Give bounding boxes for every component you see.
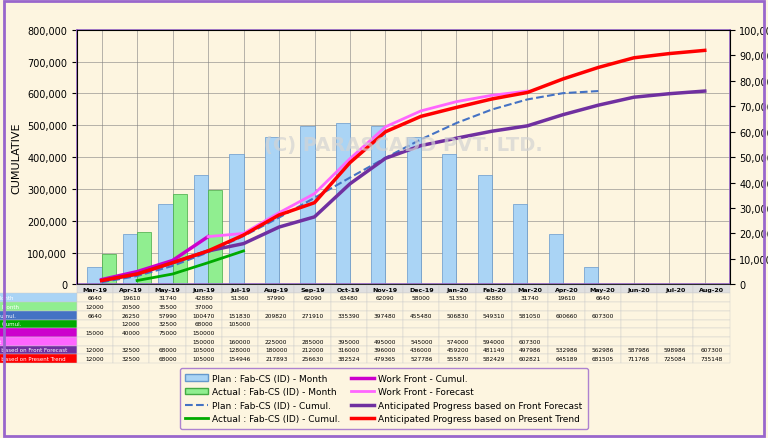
Bar xyxy=(158,204,173,285)
Anticipated Progress based on Front Forecast xyxy=(594,103,603,109)
Anticipated Progress based on Present Trend xyxy=(97,278,106,283)
Plan : Fab-CS (ID) - Cumul.: (8, 3.97e+05): Fab-CS (ID) - Cumul.: (8, 3.97e+05) xyxy=(381,156,390,161)
Bar xyxy=(442,154,456,285)
Anticipated Progress based on Front Forecast xyxy=(487,129,496,134)
Anticipated Progress based on Present Trend xyxy=(594,66,603,71)
Anticipated Progress based on Present Trend xyxy=(381,130,390,135)
Work Front - Cumul. xyxy=(97,277,106,283)
Bar xyxy=(194,176,208,285)
Actual : Fab-CS (ID) - Cumul.: (4, 1.05e+05): Fab-CS (ID) - Cumul.: (4, 1.05e+05) xyxy=(239,249,248,254)
Work Front - Forecast xyxy=(416,109,425,114)
Actual : Fab-CS (ID) - Cumul.: (3, 6.8e+04): Fab-CS (ID) - Cumul.: (3, 6.8e+04) xyxy=(204,261,213,266)
Bar xyxy=(88,268,101,285)
Anticipated Progress based on Present Trend xyxy=(523,91,532,96)
Anticipated Progress based on Present Trend xyxy=(133,272,142,277)
Work Front - Forecast xyxy=(381,125,390,130)
Anticipated Progress based on Front Forecast xyxy=(381,156,390,162)
Bar xyxy=(548,235,563,285)
Anticipated Progress based on Present Trend xyxy=(664,52,674,57)
Plan : Fab-CS (ID) - Cumul.: (7, 3.35e+05): Fab-CS (ID) - Cumul.: (7, 3.35e+05) xyxy=(346,176,355,181)
Plan : Fab-CS (ID) - Cumul.: (11, 5.49e+05): Fab-CS (ID) - Cumul.: (11, 5.49e+05) xyxy=(487,108,496,113)
Bar xyxy=(137,233,151,285)
Legend: Plan : Fab-CS (ID) - Month, Actual : Fab-CS (ID) - Month, Plan : Fab-CS (ID) - C: Plan : Fab-CS (ID) - Month, Actual : Fab… xyxy=(180,368,588,429)
Line: Plan : Fab-CS (ID) - Cumul.: Plan : Fab-CS (ID) - Cumul. xyxy=(101,92,598,283)
Anticipated Progress based on Present Trend xyxy=(346,161,355,166)
Anticipated Progress based on Front Forecast xyxy=(558,113,568,118)
Work Front - Forecast xyxy=(346,157,355,162)
Anticipated Progress based on Present Trend xyxy=(558,77,568,82)
Anticipated Progress based on Front Forecast xyxy=(274,225,283,230)
Y-axis label: CUMULATIVE: CUMULATIVE xyxy=(12,122,22,193)
Line: Anticipated Progress based on Front Forecast: Anticipated Progress based on Front Fore… xyxy=(101,92,705,281)
Plan : Fab-CS (ID) - Cumul.: (5, 2.1e+05): Fab-CS (ID) - Cumul.: (5, 2.1e+05) xyxy=(274,215,283,221)
Bar xyxy=(513,204,528,285)
Line: Work Front - Forecast: Work Front - Forecast xyxy=(208,92,528,237)
Anticipated Progress based on Front Forecast xyxy=(416,144,425,149)
Anticipated Progress based on Front Forecast xyxy=(346,182,355,187)
Work Front - Cumul. xyxy=(133,269,142,275)
Anticipated Progress based on Front Forecast xyxy=(133,272,142,277)
Bar xyxy=(101,254,116,285)
Anticipated Progress based on Front Forecast xyxy=(97,278,106,283)
Work Front - Forecast xyxy=(487,93,496,99)
Line: Actual : Fab-CS (ID) - Cumul.: Actual : Fab-CS (ID) - Cumul. xyxy=(137,251,243,281)
Bar xyxy=(300,127,315,285)
Anticipated Progress based on Front Forecast xyxy=(239,241,248,247)
Bar xyxy=(123,235,137,285)
Anticipated Progress based on Present Trend xyxy=(700,49,710,54)
Bar xyxy=(336,124,350,285)
Anticipated Progress based on Front Forecast xyxy=(700,89,710,95)
Anticipated Progress based on Present Trend xyxy=(629,56,638,61)
Work Front - Forecast xyxy=(523,89,532,95)
Plan : Fab-CS (ID) - Cumul.: (4, 1.52e+05): Fab-CS (ID) - Cumul.: (4, 1.52e+05) xyxy=(239,234,248,239)
Work Front - Forecast xyxy=(274,211,283,216)
Plan : Fab-CS (ID) - Cumul.: (14, 6.07e+05): Fab-CS (ID) - Cumul.: (14, 6.07e+05) xyxy=(594,89,603,95)
Anticipated Progress based on Present Trend xyxy=(310,201,319,206)
Anticipated Progress based on Front Forecast xyxy=(629,95,638,101)
Anticipated Progress based on Present Trend xyxy=(168,261,177,266)
Anticipated Progress based on Present Trend xyxy=(239,233,248,238)
Actual : Fab-CS (ID) - Cumul.: (2, 3.25e+04): Fab-CS (ID) - Cumul.: (2, 3.25e+04) xyxy=(168,272,177,277)
Work Front - Cumul. xyxy=(204,234,213,240)
Work Front - Forecast xyxy=(310,191,319,197)
Line: Anticipated Progress based on Present Trend: Anticipated Progress based on Present Tr… xyxy=(101,51,705,281)
Plan : Fab-CS (ID) - Cumul.: (2, 5.8e+04): Fab-CS (ID) - Cumul.: (2, 5.8e+04) xyxy=(168,264,177,269)
Anticipated Progress based on Present Trend xyxy=(487,97,496,102)
Anticipated Progress based on Front Forecast xyxy=(310,215,319,220)
Plan : Fab-CS (ID) - Cumul.: (10, 5.07e+05): Fab-CS (ID) - Cumul.: (10, 5.07e+05) xyxy=(452,121,461,127)
Anticipated Progress based on Present Trend xyxy=(274,213,283,218)
Text: (C) PARASCADD PVT. LTD.: (C) PARASCADD PVT. LTD. xyxy=(264,135,542,155)
Plan : Fab-CS (ID) - Cumul.: (9, 4.55e+05): Fab-CS (ID) - Cumul.: (9, 4.55e+05) xyxy=(416,138,425,143)
Bar xyxy=(230,154,243,285)
Plan : Fab-CS (ID) - Cumul.: (6, 2.72e+05): Fab-CS (ID) - Cumul.: (6, 2.72e+05) xyxy=(310,196,319,201)
Anticipated Progress based on Front Forecast xyxy=(168,261,177,266)
Plan : Fab-CS (ID) - Cumul.: (13, 6.01e+05): Fab-CS (ID) - Cumul.: (13, 6.01e+05) xyxy=(558,92,568,97)
Work Front - Forecast xyxy=(204,234,213,240)
Anticipated Progress based on Front Forecast xyxy=(523,124,532,129)
Line: Work Front - Cumul.: Work Front - Cumul. xyxy=(101,237,208,280)
Anticipated Progress based on Present Trend xyxy=(416,114,425,120)
Bar xyxy=(584,268,598,285)
Bar xyxy=(208,191,222,285)
Anticipated Progress based on Front Forecast xyxy=(204,249,213,254)
Work Front - Forecast xyxy=(239,231,248,237)
Anticipated Progress based on Front Forecast xyxy=(452,136,461,141)
Actual : Fab-CS (ID) - Cumul.: (1, 1.2e+04): Fab-CS (ID) - Cumul.: (1, 1.2e+04) xyxy=(133,278,142,283)
Plan : Fab-CS (ID) - Cumul.: (1, 2.62e+04): Fab-CS (ID) - Cumul.: (1, 2.62e+04) xyxy=(133,274,142,279)
Plan : Fab-CS (ID) - Cumul.: (3, 1e+05): Fab-CS (ID) - Cumul.: (3, 1e+05) xyxy=(204,250,213,255)
Anticipated Progress based on Present Trend xyxy=(452,106,461,111)
Plan : Fab-CS (ID) - Cumul.: (0, 6.64e+03): Fab-CS (ID) - Cumul.: (0, 6.64e+03) xyxy=(97,280,106,285)
Bar xyxy=(407,138,421,285)
Bar xyxy=(265,138,279,285)
Work Front - Forecast xyxy=(452,100,461,105)
Bar xyxy=(478,176,492,285)
Anticipated Progress based on Front Forecast xyxy=(664,92,674,97)
Bar xyxy=(173,194,187,285)
Anticipated Progress based on Present Trend xyxy=(204,249,213,254)
Plan : Fab-CS (ID) - Cumul.: (12, 5.81e+05): Fab-CS (ID) - Cumul.: (12, 5.81e+05) xyxy=(523,98,532,103)
Bar xyxy=(371,127,386,285)
Work Front - Cumul. xyxy=(168,258,177,264)
